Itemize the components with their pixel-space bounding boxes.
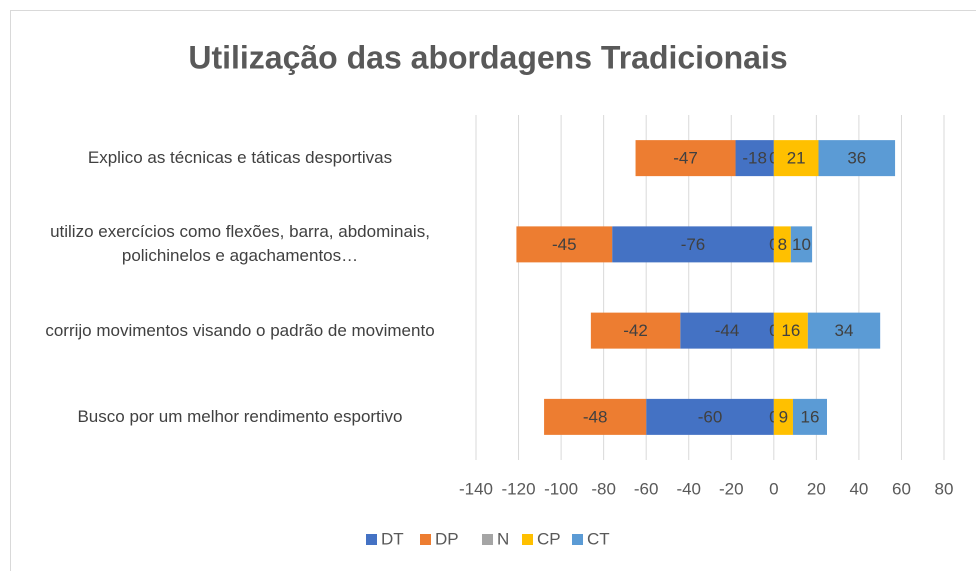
category-label: utilizo exercícios como flexões, barra, … (50, 222, 430, 266)
legend-label: DP (435, 529, 459, 548)
legend-swatch (482, 534, 493, 545)
chart-title: Utilização das abordagens Tradicionais (188, 39, 787, 75)
x-tick-label: 80 (935, 479, 954, 498)
legend-swatch (572, 534, 583, 545)
bar-segment (773, 312, 808, 349)
data-label: 10 (792, 235, 811, 254)
legend-label: CP (537, 529, 561, 548)
legend-label: CT (587, 529, 610, 548)
bar-segment (818, 140, 896, 177)
bar-segment (612, 226, 774, 263)
data-label: 9 (779, 407, 788, 426)
x-tick-label: 60 (892, 479, 911, 498)
data-label: -48 (583, 407, 608, 426)
bar-segment (735, 140, 774, 177)
bar-segment (516, 226, 613, 263)
legend-label: DT (381, 529, 404, 548)
bar-segment (807, 312, 881, 349)
data-label: -42 (623, 321, 648, 340)
x-tick-label: -140 (459, 479, 493, 498)
x-tick-label: -60 (634, 479, 659, 498)
x-tick-label: -40 (676, 479, 701, 498)
data-label: 34 (835, 321, 854, 340)
data-label: 36 (847, 149, 866, 168)
data-label: -45 (552, 235, 577, 254)
bar-segment (680, 312, 774, 349)
x-tick-label: 40 (849, 479, 868, 498)
x-tick-label: -20 (719, 479, 744, 498)
x-tick-label: -120 (502, 479, 536, 498)
legend-swatch (420, 534, 431, 545)
legend-label: N (497, 529, 509, 548)
data-label: -18 (742, 149, 767, 168)
legend-swatch (366, 534, 377, 545)
data-label: -47 (673, 149, 698, 168)
bar-segment (790, 226, 813, 263)
bar-segment (635, 140, 736, 177)
chart-border (10, 10, 976, 571)
x-tick-label: 20 (807, 479, 826, 498)
bar-segment (590, 312, 681, 349)
bar-segment (646, 398, 774, 435)
data-label: -60 (698, 407, 723, 426)
data-label: 8 (778, 235, 787, 254)
data-label: -44 (715, 321, 740, 340)
x-tick-label: -100 (544, 479, 578, 498)
data-label: -76 (681, 235, 706, 254)
x-tick-label: -80 (591, 479, 616, 498)
category-label: corrijo movimentos visando o padrão de m… (45, 320, 435, 340)
bar-segment (773, 226, 791, 263)
bar-segment (773, 398, 793, 435)
category-label: Explico as técnicas e táticas desportiva… (87, 148, 393, 168)
bar-segment (773, 140, 819, 177)
bar-segment (544, 398, 647, 435)
data-label: 16 (801, 407, 820, 426)
legend-swatch (522, 534, 533, 545)
bar-segment (792, 398, 827, 435)
category-label: Busco por um melhor rendimento esportivo (77, 406, 403, 426)
x-tick-label: 0 (769, 479, 778, 498)
data-label: 21 (787, 149, 806, 168)
data-label: 16 (781, 321, 800, 340)
